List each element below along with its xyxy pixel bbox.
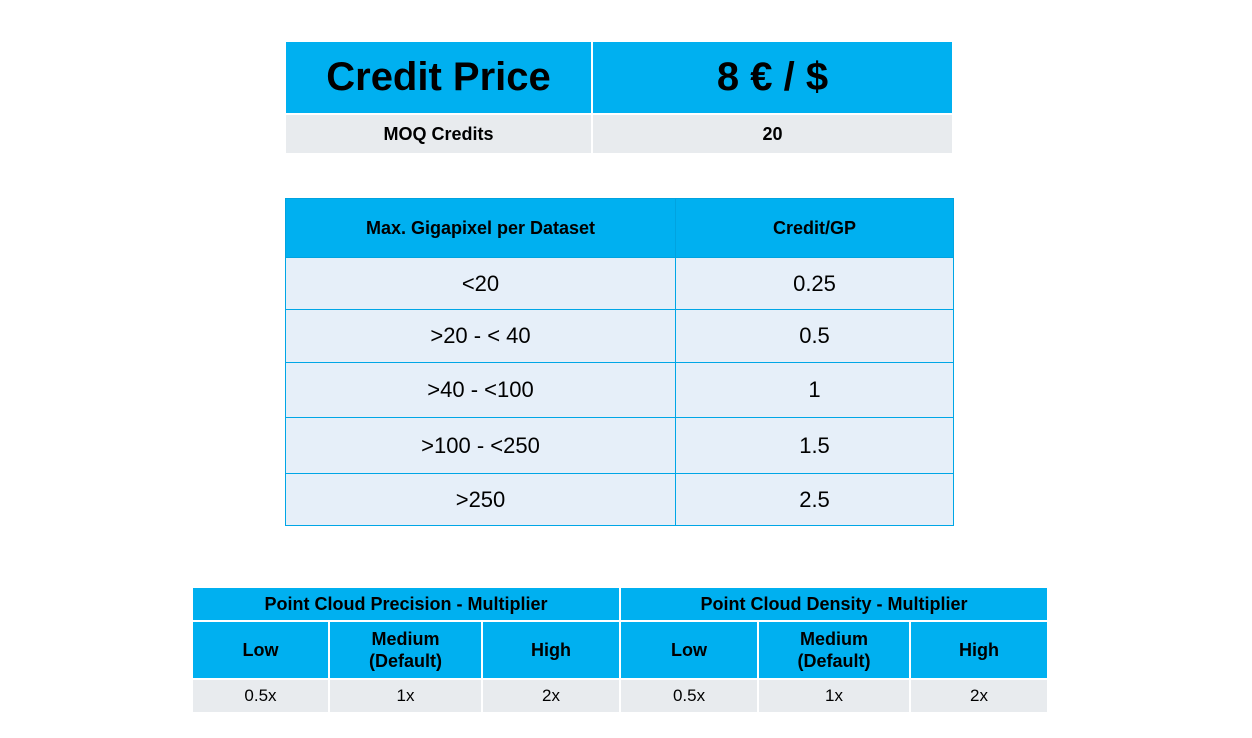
precision-value-low: 0.5x	[191, 678, 330, 712]
multiplier-group-row: Point Cloud Precision - Multiplier Point…	[190, 588, 1050, 622]
moq-label: MOQ Credits	[286, 114, 593, 153]
credit-per-gp-cell: 2.5	[675, 473, 954, 526]
credit-per-gp-cell: 0.25	[675, 257, 954, 310]
header-max-gigapixel: Max. Gigapixel per Dataset	[285, 198, 676, 258]
credit-per-gp-cell: 0.5	[675, 309, 954, 363]
density-level-high: High	[909, 620, 1050, 680]
gigapixel-credit-table: Max. Gigapixel per Dataset Credit/GP <20…	[285, 198, 954, 526]
table-row: >40 - <100 1	[285, 362, 954, 418]
density-multiplier-header: Point Cloud Density - Multiplier	[619, 588, 1050, 622]
gigapixel-range-cell: >20 - < 40	[285, 309, 676, 363]
moq-value: 20	[592, 114, 952, 153]
precision-value-high: 2x	[480, 678, 622, 712]
density-level-low: Low	[619, 620, 760, 680]
gigapixel-range-cell: >250	[285, 473, 676, 526]
density-level-medium: Medium (Default)	[757, 620, 912, 680]
density-value-medium: 1x	[757, 678, 912, 712]
multiplier-table: Point Cloud Precision - Multiplier Point…	[190, 588, 1050, 712]
precision-multiplier-header: Point Cloud Precision - Multiplier	[190, 588, 622, 622]
density-value-low: 0.5x	[619, 678, 760, 712]
credit-price-table: Credit Price 8 € / $ MOQ Credits 20	[286, 42, 952, 153]
multiplier-level-row: Low Medium (Default) High Low Medium (Defa…	[191, 620, 1050, 680]
credit-per-gp-cell: 1	[675, 362, 954, 418]
header-credit-per-gp: Credit/GP	[675, 198, 954, 258]
precision-level-low: Low	[191, 620, 330, 680]
credit-per-gp-cell: 1.5	[675, 417, 954, 474]
gigapixel-range-cell: >100 - <250	[285, 417, 676, 474]
gigapixel-header-row: Max. Gigapixel per Dataset Credit/GP	[285, 198, 954, 258]
precision-value-medium: 1x	[328, 678, 483, 712]
credit-price-header-row: Credit Price 8 € / $	[286, 42, 952, 115]
moq-row: MOQ Credits 20	[286, 114, 952, 153]
credit-price-value: 8 € / $	[592, 42, 952, 115]
gigapixel-range-cell: <20	[285, 257, 676, 310]
table-row: >100 - <250 1.5	[285, 417, 954, 474]
density-value-high: 2x	[909, 678, 1050, 712]
gigapixel-range-cell: >40 - <100	[285, 362, 676, 418]
table-row: <20 0.25	[285, 257, 954, 310]
table-row: >20 - < 40 0.5	[285, 309, 954, 363]
credit-price-title: Credit Price	[286, 42, 593, 115]
precision-level-medium: Medium (Default)	[328, 620, 483, 680]
table-row: >250 2.5	[285, 473, 954, 526]
multiplier-value-row: 0.5x 1x 2x 0.5x 1x 2x	[191, 678, 1050, 712]
precision-level-high: High	[480, 620, 622, 680]
